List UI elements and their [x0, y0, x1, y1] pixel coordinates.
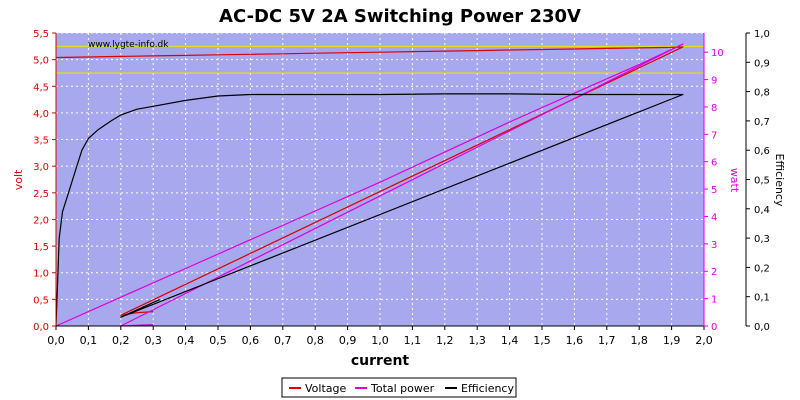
y-left-tick-label: 3,0 [33, 162, 49, 173]
x-tick-label: 0,8 [306, 334, 324, 347]
y-right2-tick-label: 0,8 [754, 88, 770, 99]
x-tick-label: 2,0 [695, 334, 713, 347]
y-left-tick-label: 2,0 [33, 215, 49, 226]
series-line-efficiency [55, 93, 684, 327]
legend-label-total-power: Total power [370, 382, 435, 395]
y-right2-tick-label: 0,1 [754, 293, 770, 304]
y-right1-tick-label: 3 [711, 240, 717, 251]
y-left-tick-label: 4,0 [33, 109, 49, 120]
x-tick-label: 0,5 [209, 334, 227, 347]
x-tick-label: 0,4 [177, 334, 195, 347]
y-right2-tick-label: 0,5 [754, 176, 770, 187]
x-tick-label: 1,0 [371, 334, 389, 347]
y-right1-tick-label: 1 [711, 295, 717, 306]
series-line-total-power [55, 43, 684, 327]
y-right1-tick-label: 7 [711, 130, 717, 141]
legend-label-voltage: Voltage [305, 382, 346, 395]
series-layer [55, 43, 684, 327]
x-tick-label: 0,7 [274, 334, 292, 347]
x-tick-label: 0,9 [339, 334, 357, 347]
y-axis-label-right1: watt [728, 168, 741, 193]
y-right2-tick-label: 0,3 [754, 234, 770, 245]
x-tick-label: 0,6 [242, 334, 260, 347]
y-left-tick-label: 1,0 [33, 269, 49, 280]
x-tick-label: 0,2 [112, 334, 130, 347]
x-tick-label: 1,2 [436, 334, 454, 347]
x-tick-label: 1,7 [598, 334, 616, 347]
x-tick-label: 1,3 [468, 334, 486, 347]
x-tick-label: 0,3 [144, 334, 162, 347]
y-left-tick-label: 4,5 [33, 82, 49, 93]
y-left-tick-label: 5,0 [33, 56, 49, 67]
x-tick-label: 1,9 [663, 334, 681, 347]
y-right1-tick-label: 2 [711, 267, 717, 278]
y-right1-tick-label: 9 [711, 76, 717, 87]
y-right1-tick-label: 10 [711, 48, 724, 59]
y-right1-tick-label: 4 [711, 212, 717, 223]
y-right2-tick-label: 0,6 [754, 146, 770, 157]
series-line-voltage [55, 46, 684, 316]
y-axis-label-right2: Efficiency [773, 154, 786, 207]
x-tick-label: 0,1 [80, 334, 98, 347]
chart-title: AC-DC 5V 2A Switching Power 230V [219, 6, 581, 27]
watermark: www.lygte-info.dk [88, 40, 169, 50]
tick-labels: 0,0 0,1 0,2 0,3 0,4 0,5 0,6 0,7 0,8 0,9 1,0 1,1 1,2 1… [33, 29, 770, 347]
x-tick-label: 1,5 [533, 334, 551, 347]
y-right2-tick-label: 0,0 [754, 322, 770, 333]
y-axis-label-left: volt [12, 169, 25, 190]
y-right1-tick-label: 5 [711, 185, 717, 196]
y-right2-tick-label: 0,2 [754, 263, 770, 274]
x-tick-label: 0,0 [47, 334, 65, 347]
y-left-tick-label: 2,5 [33, 189, 49, 200]
y-left-tick-label: 1,5 [33, 242, 49, 253]
x-tick-label: 1,4 [501, 334, 519, 347]
axes [52, 32, 750, 330]
y-right2-tick-label: 1,0 [754, 29, 770, 40]
y-left-tick-label: 0,5 [33, 295, 49, 306]
reference-lines [56, 45, 704, 74]
x-tick-label: 1,8 [630, 334, 648, 347]
legend-label-efficiency: Efficiency [461, 382, 514, 395]
y-right1-tick-label: 8 [711, 103, 717, 114]
y-right2-tick-label: 0,4 [754, 205, 770, 216]
y-right2-tick-label: 0,9 [754, 58, 770, 69]
x-axis-label: current [351, 353, 410, 369]
legend: Voltage Total power Efficiency [281, 377, 517, 398]
y-left-tick-label: 3,5 [33, 136, 49, 147]
legend-box [281, 377, 517, 398]
x-tick-label: 1,6 [566, 334, 584, 347]
y-left-tick-label: 0,0 [33, 322, 49, 333]
y-right1-tick-label: 6 [711, 158, 717, 169]
x-tick-label: 1,1 [404, 334, 422, 347]
y-right1-tick-label: 0 [711, 322, 717, 333]
y-left-tick-label: 5,5 [33, 29, 49, 40]
y-right2-tick-label: 0,7 [754, 117, 770, 128]
